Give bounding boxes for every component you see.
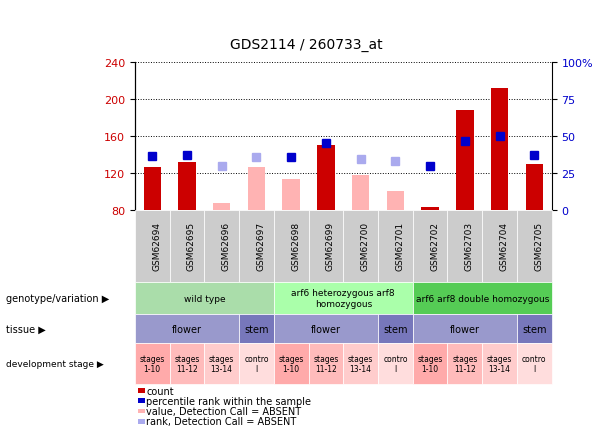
Bar bbox=[248, 167, 265, 210]
Text: contro
l: contro l bbox=[244, 354, 268, 373]
Text: stem: stem bbox=[522, 324, 547, 334]
Bar bbox=[143, 168, 161, 210]
Text: GSM62699: GSM62699 bbox=[326, 222, 335, 271]
Bar bbox=[178, 162, 196, 210]
Text: flower: flower bbox=[311, 324, 341, 334]
Text: GSM62698: GSM62698 bbox=[291, 222, 300, 271]
Text: GSM62704: GSM62704 bbox=[500, 222, 509, 271]
Text: arf6 arf8 double homozygous: arf6 arf8 double homozygous bbox=[416, 294, 549, 303]
Text: stages
1-10: stages 1-10 bbox=[140, 354, 165, 373]
Text: GSM62694: GSM62694 bbox=[152, 222, 161, 271]
Text: arf6 heterozygous arf8
homozygous: arf6 heterozygous arf8 homozygous bbox=[291, 289, 395, 308]
Text: GSM62703: GSM62703 bbox=[465, 222, 474, 271]
Text: stages
13-14: stages 13-14 bbox=[348, 354, 373, 373]
Text: stages
11-12: stages 11-12 bbox=[313, 354, 338, 373]
Text: stages
11-12: stages 11-12 bbox=[174, 354, 200, 373]
Text: wild type: wild type bbox=[183, 294, 225, 303]
Text: value, Detection Call = ABSENT: value, Detection Call = ABSENT bbox=[147, 406, 302, 416]
Bar bbox=[352, 175, 369, 210]
Bar bbox=[318, 146, 335, 210]
Text: contro
l: contro l bbox=[522, 354, 547, 373]
Text: GSM62701: GSM62701 bbox=[395, 222, 405, 271]
Bar bbox=[213, 203, 230, 210]
Text: stages
13-14: stages 13-14 bbox=[487, 354, 512, 373]
Text: stem: stem bbox=[244, 324, 268, 334]
Text: flower: flower bbox=[172, 324, 202, 334]
Text: percentile rank within the sample: percentile rank within the sample bbox=[147, 396, 311, 406]
Bar bbox=[456, 111, 474, 210]
Text: count: count bbox=[147, 386, 174, 396]
Bar bbox=[283, 180, 300, 210]
Text: genotype/variation ▶: genotype/variation ▶ bbox=[6, 293, 109, 303]
Text: stages
1-10: stages 1-10 bbox=[278, 354, 304, 373]
Text: rank, Detection Call = ABSENT: rank, Detection Call = ABSENT bbox=[147, 416, 297, 426]
Text: contro
l: contro l bbox=[383, 354, 408, 373]
Text: tissue ▶: tissue ▶ bbox=[6, 324, 46, 334]
Text: GSM62695: GSM62695 bbox=[187, 222, 196, 271]
Text: GSM62705: GSM62705 bbox=[535, 222, 543, 271]
Text: GSM62702: GSM62702 bbox=[430, 222, 439, 271]
Bar bbox=[491, 89, 508, 210]
Bar bbox=[387, 192, 404, 210]
Bar bbox=[526, 164, 543, 210]
Text: GDS2114 / 260733_at: GDS2114 / 260733_at bbox=[230, 38, 383, 52]
Text: stages
1-10: stages 1-10 bbox=[417, 354, 443, 373]
Text: GSM62696: GSM62696 bbox=[222, 222, 230, 271]
Bar bbox=[422, 208, 439, 210]
Text: stem: stem bbox=[383, 324, 408, 334]
Text: development stage ▶: development stage ▶ bbox=[6, 359, 104, 368]
Text: stages
13-14: stages 13-14 bbox=[209, 354, 234, 373]
Text: flower: flower bbox=[450, 324, 480, 334]
Text: stages
11-12: stages 11-12 bbox=[452, 354, 478, 373]
Text: GSM62697: GSM62697 bbox=[256, 222, 265, 271]
Text: GSM62700: GSM62700 bbox=[360, 222, 370, 271]
